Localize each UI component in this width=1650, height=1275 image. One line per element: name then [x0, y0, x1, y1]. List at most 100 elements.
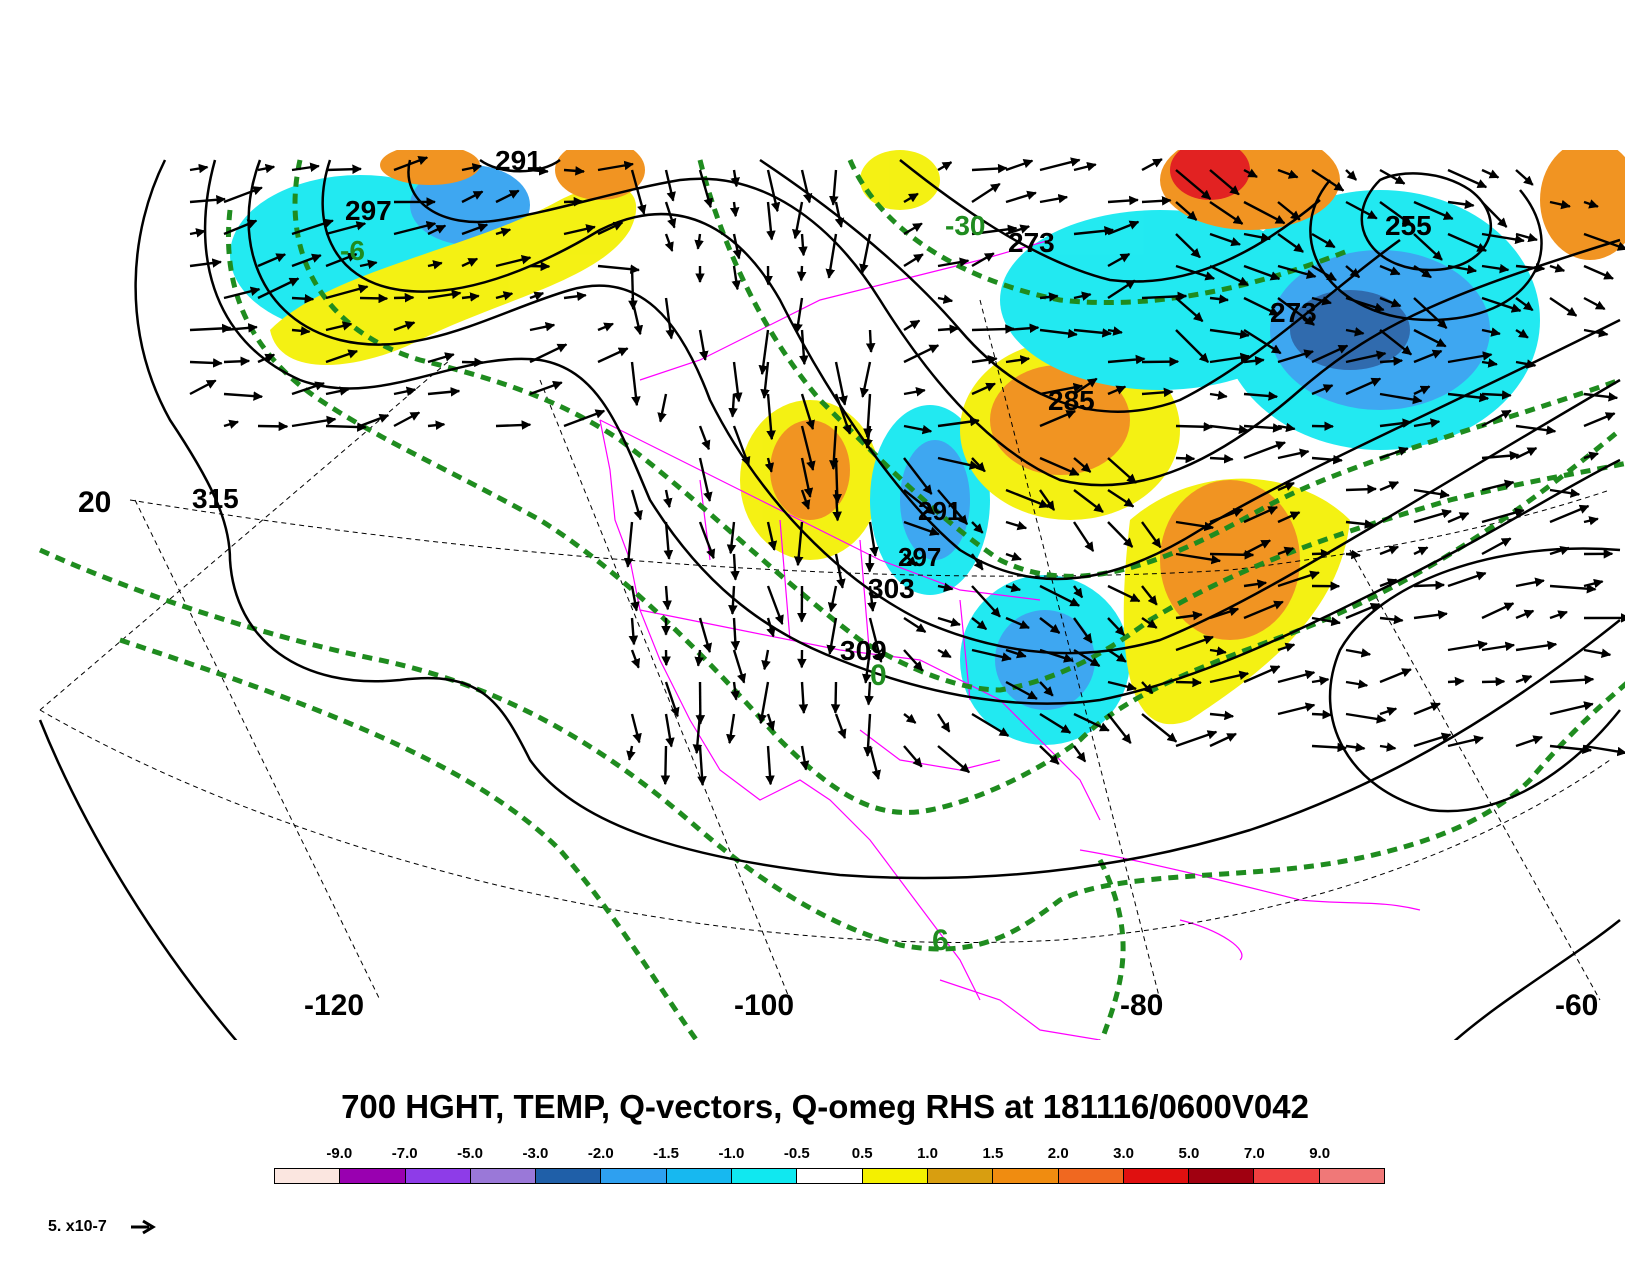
q-vector — [1379, 201, 1413, 226]
q-vector — [1005, 355, 1031, 365]
q-vector — [291, 326, 311, 336]
q-vector — [937, 161, 953, 172]
q-vector — [189, 195, 226, 205]
q-vector — [1107, 252, 1131, 268]
q-vector — [1379, 296, 1402, 308]
q-vector — [1583, 264, 1614, 280]
q-vector — [1345, 679, 1369, 689]
q-vector — [1379, 392, 1423, 405]
q-vector — [903, 253, 924, 268]
q-vector — [291, 415, 337, 428]
q-vector — [903, 649, 924, 672]
q-vector — [1141, 585, 1158, 606]
colorbar-swatch — [797, 1169, 863, 1183]
q-vector — [971, 224, 1018, 236]
height-label: 255 — [1385, 210, 1432, 241]
colorbar-tick-label: 7.0 — [1243, 1145, 1265, 1162]
q-vector — [657, 393, 668, 423]
q-vector — [864, 681, 874, 706]
colorbar — [274, 1168, 1385, 1184]
q-vector — [1583, 648, 1612, 658]
q-vector — [1549, 610, 1568, 620]
q-vector — [800, 425, 816, 471]
q-vector — [1209, 328, 1250, 340]
q-vector — [664, 713, 675, 748]
q-vector — [1379, 446, 1409, 460]
q-vector — [1549, 504, 1590, 524]
q-vector — [937, 489, 969, 525]
q-vector — [427, 224, 447, 236]
colorbar-tick-label: -9.0 — [326, 1145, 353, 1162]
q-vector — [664, 169, 676, 202]
q-vector — [393, 386, 417, 397]
q-vector — [1277, 168, 1299, 179]
q-vector — [1209, 390, 1228, 401]
q-vector — [1447, 676, 1465, 687]
q-vector — [1243, 539, 1271, 556]
q-vector — [1277, 546, 1295, 556]
q-vector — [1005, 551, 1022, 561]
colorbar-swatch — [1058, 1169, 1124, 1183]
q-vector — [1107, 220, 1140, 236]
q-vector — [325, 386, 350, 396]
colorbar-tick-label: 9.0 — [1309, 1145, 1331, 1162]
q-vector — [1209, 646, 1227, 656]
q-vector — [529, 291, 545, 301]
q-vector — [1209, 169, 1240, 196]
q-vector — [800, 169, 813, 204]
q-vector — [1549, 297, 1578, 317]
q-vector — [1209, 201, 1244, 225]
temperature-label: -30 — [945, 210, 985, 241]
q-vector — [868, 521, 879, 557]
q-vector — [1209, 264, 1249, 286]
q-vector — [1039, 489, 1056, 511]
q-vector — [1073, 489, 1104, 513]
q-vector — [1549, 674, 1595, 685]
q-vector — [1345, 200, 1378, 220]
q-vector — [189, 323, 232, 334]
q-vector — [903, 192, 919, 204]
colorbar-swatch — [340, 1169, 406, 1183]
q-vector — [971, 163, 1008, 174]
q-vector — [936, 713, 951, 733]
q-vector — [971, 585, 1001, 618]
q-vector — [1005, 520, 1028, 531]
q-vector — [1277, 297, 1315, 326]
q-vector — [1209, 710, 1235, 721]
q-vector — [1379, 329, 1412, 356]
q-vector — [325, 252, 358, 268]
colorbar-swatch — [275, 1169, 341, 1183]
q-vector — [834, 393, 852, 435]
q-vector — [971, 182, 1001, 204]
q-vector — [1005, 648, 1027, 659]
q-vector — [796, 265, 807, 282]
q-vector — [1311, 384, 1334, 396]
q-vector — [829, 169, 839, 206]
height-label: 291 — [495, 145, 542, 176]
colorbar-tick-label: -1.0 — [718, 1145, 745, 1162]
q-vector — [903, 424, 933, 435]
q-vector — [223, 419, 239, 429]
q-vector — [798, 233, 808, 257]
q-vector — [325, 221, 367, 236]
q-vector — [1005, 224, 1031, 236]
q-vector — [903, 387, 926, 397]
latitude-label: 20 — [78, 486, 111, 519]
q-vector — [1243, 168, 1258, 178]
q-vector — [1107, 385, 1127, 396]
q-vector — [393, 411, 421, 428]
q-vector — [1583, 296, 1606, 311]
q-vector — [189, 228, 206, 238]
q-vector — [626, 745, 636, 761]
temperature-label: 0 — [870, 659, 887, 692]
q-vector — [937, 324, 960, 334]
q-vector — [1277, 448, 1310, 460]
q-vector — [1209, 352, 1251, 364]
q-vector — [1107, 680, 1137, 692]
colorbar-swatch — [732, 1169, 798, 1183]
q-vector — [359, 413, 390, 428]
q-vector — [800, 457, 814, 498]
q-vector — [1447, 640, 1488, 652]
q-vector — [1243, 579, 1268, 589]
q-vector — [1549, 263, 1566, 273]
